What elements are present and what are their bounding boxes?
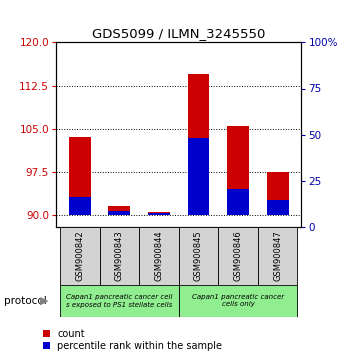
Bar bbox=[69, 197, 91, 215]
Text: GSM900842: GSM900842 bbox=[75, 230, 84, 281]
Text: GSM900843: GSM900843 bbox=[115, 230, 124, 281]
Bar bbox=[108, 211, 130, 215]
Bar bbox=[267, 200, 288, 215]
Title: GDS5099 / ILMN_3245550: GDS5099 / ILMN_3245550 bbox=[92, 27, 265, 40]
Text: GSM900844: GSM900844 bbox=[155, 230, 164, 281]
Bar bbox=[108, 206, 130, 215]
Bar bbox=[179, 285, 297, 317]
Bar bbox=[188, 138, 209, 215]
Bar bbox=[139, 227, 179, 285]
Bar bbox=[227, 126, 249, 215]
Bar bbox=[148, 213, 170, 215]
Bar bbox=[267, 172, 288, 215]
Bar bbox=[60, 227, 100, 285]
Text: GSM900847: GSM900847 bbox=[273, 230, 282, 281]
Bar bbox=[60, 285, 179, 317]
Bar bbox=[179, 227, 218, 285]
Text: Capan1 pancreatic cancer
cells only: Capan1 pancreatic cancer cells only bbox=[192, 294, 284, 308]
Text: Capan1 pancreatic cancer cell
s exposed to PS1 stellate cells: Capan1 pancreatic cancer cell s exposed … bbox=[66, 294, 173, 308]
Text: ▶: ▶ bbox=[40, 296, 49, 306]
Bar bbox=[100, 227, 139, 285]
Legend: count, percentile rank within the sample: count, percentile rank within the sample bbox=[43, 329, 222, 351]
Text: GSM900845: GSM900845 bbox=[194, 230, 203, 281]
Bar bbox=[258, 227, 297, 285]
Text: protocol: protocol bbox=[4, 296, 46, 306]
Bar bbox=[227, 189, 249, 215]
Bar bbox=[148, 212, 170, 215]
Bar bbox=[218, 227, 258, 285]
Bar bbox=[69, 137, 91, 215]
Text: GSM900846: GSM900846 bbox=[234, 230, 243, 281]
Bar bbox=[188, 74, 209, 215]
